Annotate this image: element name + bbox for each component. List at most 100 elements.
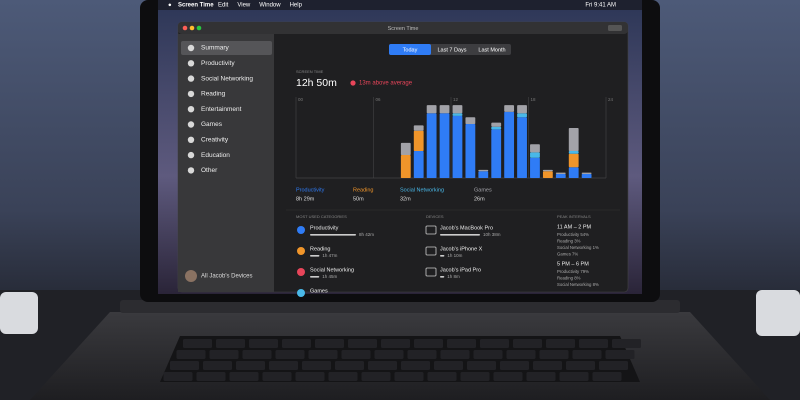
tabs: Today Last 7 Days Last Month xyxy=(389,44,511,55)
interval-line: Reading 8% xyxy=(557,276,581,281)
bar-segment xyxy=(504,111,515,178)
screen-time-total: 12h 50m xyxy=(296,77,337,89)
tab[interactable]: Last Month xyxy=(478,47,505,53)
list-time: 1h 8m xyxy=(447,274,460,279)
menu-item[interactable]: Edit xyxy=(218,3,229,9)
key xyxy=(203,361,232,370)
alert-icon xyxy=(350,80,356,86)
sidebar-item[interactable]: Games xyxy=(201,121,223,128)
key xyxy=(559,372,589,381)
key xyxy=(506,350,536,359)
devices-selector[interactable]: All Jacob's Devices xyxy=(201,274,253,280)
sidebar-icon xyxy=(187,106,195,113)
key xyxy=(500,361,529,370)
interval-line: Productivity 79% xyxy=(557,269,589,274)
key xyxy=(302,361,331,370)
hinge xyxy=(120,300,680,313)
usage-bar xyxy=(440,255,445,257)
list-name: Games xyxy=(310,288,328,294)
sidebar-selection xyxy=(181,41,272,55)
search-field[interactable] xyxy=(608,25,622,31)
minimize-button[interactable] xyxy=(189,25,195,31)
sidebar-icon xyxy=(187,75,195,82)
bar-segment xyxy=(530,157,540,178)
sidebar-icon xyxy=(187,60,195,67)
key xyxy=(460,372,490,381)
bar-segment xyxy=(517,113,527,118)
key xyxy=(473,350,503,359)
legend-name: Social Networking xyxy=(400,187,444,193)
bar-segment xyxy=(568,153,579,168)
sidebar-icon xyxy=(187,121,195,128)
sidebar-item[interactable]: Productivity xyxy=(201,60,235,67)
sidebar-item[interactable]: Other xyxy=(201,167,218,174)
key xyxy=(599,361,628,370)
sidebar-item[interactable]: Social Networking xyxy=(201,75,253,82)
key xyxy=(374,350,404,359)
tab[interactable]: Today xyxy=(403,47,418,53)
key xyxy=(368,361,397,370)
list-time: 1h 10m xyxy=(447,253,462,258)
key xyxy=(163,372,193,381)
interval-line: Games 7% xyxy=(557,252,578,257)
device-icon xyxy=(425,246,437,256)
sidebar-item[interactable]: Creativity xyxy=(201,137,229,144)
sidebar-item[interactable]: Reading xyxy=(201,91,226,98)
close-button[interactable] xyxy=(182,25,188,31)
key xyxy=(341,350,371,359)
bar-segment xyxy=(504,105,515,112)
menu-items: Edit View Window Help xyxy=(218,3,303,9)
key xyxy=(282,339,311,348)
sidebar-item[interactable]: Entertainment xyxy=(201,106,242,113)
category-icon xyxy=(297,247,305,255)
legend-total: 26m xyxy=(474,196,485,202)
key xyxy=(414,339,443,348)
menu-app[interactable]: Screen Time xyxy=(178,3,214,9)
sidebar-icon xyxy=(187,44,195,52)
menu-clock: Fri 9:41 AM xyxy=(585,3,616,9)
sidebar-item[interactable]: Education xyxy=(201,152,230,159)
list-name: Jacob's MacBook Pro xyxy=(440,225,493,231)
bar-segment xyxy=(478,169,489,172)
user-avatar xyxy=(185,270,197,282)
key xyxy=(440,350,470,359)
sidebar-item[interactable]: Summary xyxy=(201,45,230,52)
bar-segment xyxy=(452,113,463,116)
title-bar xyxy=(178,22,628,34)
bar-segment xyxy=(439,113,450,178)
category-icon xyxy=(297,226,305,234)
tab[interactable]: Last 7 Days xyxy=(437,47,466,53)
bar-segment xyxy=(542,169,553,172)
bar-segment xyxy=(426,105,437,114)
bar-segment xyxy=(530,152,540,158)
list-time: 10h 38m xyxy=(483,232,501,237)
key xyxy=(539,350,569,359)
device-icon xyxy=(425,225,437,235)
zoom-button[interactable] xyxy=(196,25,202,31)
list-name: Jacob's iPad Pro xyxy=(440,267,481,273)
interval-line: Social Networking 8% xyxy=(557,282,599,287)
bar-segment xyxy=(400,155,411,178)
bar-segment xyxy=(568,151,579,154)
menu-item[interactable]: Window xyxy=(259,3,281,9)
legend-name: Reading xyxy=(353,187,374,193)
keys xyxy=(163,339,641,381)
usage-bar xyxy=(310,234,356,236)
menu-bar xyxy=(158,0,642,10)
section-heading: DEVICES xyxy=(426,214,444,219)
x-tick-label: 18 xyxy=(531,97,537,102)
key xyxy=(493,372,523,381)
category-icon xyxy=(297,289,305,297)
bar-segment xyxy=(517,117,527,178)
key xyxy=(381,339,410,348)
key xyxy=(513,339,542,348)
key xyxy=(269,361,298,370)
bar-segment xyxy=(491,122,502,127)
bar-segment xyxy=(400,142,411,156)
key xyxy=(480,339,509,348)
menu-item[interactable]: View xyxy=(237,3,251,9)
menu-item[interactable]: Help xyxy=(290,3,303,9)
key xyxy=(236,361,265,370)
list-name: Reading xyxy=(310,246,331,252)
interval-line: Reading 3% xyxy=(557,239,581,244)
